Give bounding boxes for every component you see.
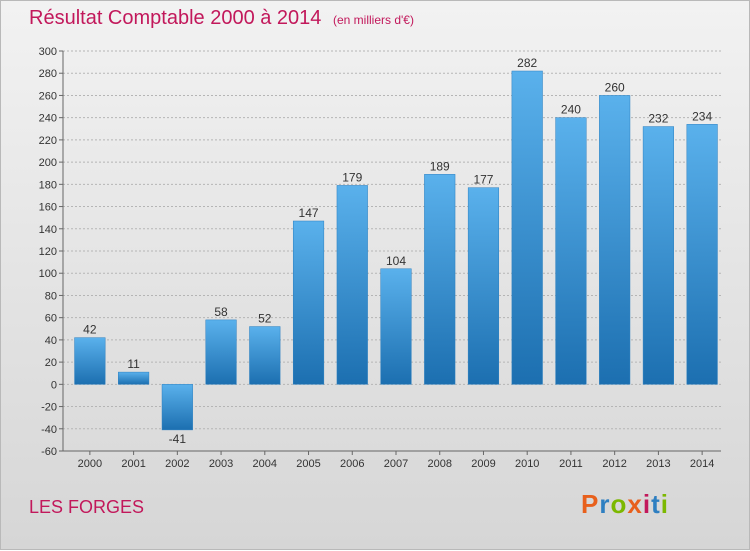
bar-2014 — [686, 124, 718, 385]
bar-2012 — [599, 95, 631, 385]
bar-2004 — [249, 326, 281, 385]
chart-title: Résultat Comptable 2000 à 2014 (en milli… — [29, 7, 414, 30]
x-tick-label-2010: 2010 — [515, 458, 539, 470]
y-tick-label: 100 — [39, 268, 57, 280]
value-label-2014: 234 — [692, 109, 712, 123]
value-label-2005: 147 — [299, 206, 319, 220]
bar-2003 — [205, 319, 237, 385]
y-tick-label: 60 — [45, 313, 57, 325]
y-tick-label: 120 — [39, 246, 57, 258]
y-tick-label: 200 — [39, 157, 57, 169]
x-tick-label-2012: 2012 — [602, 458, 626, 470]
bar-2006 — [336, 185, 368, 385]
bar-2007 — [380, 268, 412, 385]
x-tick-label-2003: 2003 — [209, 458, 233, 470]
value-label-2002: -41 — [169, 432, 187, 446]
value-label-2009: 177 — [473, 173, 493, 187]
bar-2000 — [74, 337, 106, 385]
y-tick-label: 140 — [39, 224, 57, 236]
y-tick-label: 180 — [39, 179, 57, 191]
x-tick-label-2004: 2004 — [253, 458, 277, 470]
logo-letter: t — [651, 489, 661, 519]
y-tick-label: 240 — [39, 113, 57, 125]
bars — [74, 70, 718, 431]
value-label-2001: 11 — [127, 357, 140, 371]
logo-letter: P — [581, 489, 600, 519]
y-tick-label: 80 — [45, 290, 57, 302]
proxiti-logo: Proxiti — [581, 489, 669, 520]
y-tick-label: -60 — [41, 446, 57, 458]
y-tick-label: -40 — [41, 424, 57, 436]
x-tick-label-2000: 2000 — [78, 458, 102, 470]
y-tick-label: 40 — [45, 335, 57, 347]
value-label-2003: 58 — [214, 305, 228, 319]
x-tick-label-2002: 2002 — [165, 458, 189, 470]
logo-letter: o — [610, 489, 628, 519]
x-tick-label-2011: 2011 — [559, 458, 583, 470]
chart-unit: (en milliers d'€) — [332, 13, 414, 27]
value-label-2013: 232 — [648, 112, 668, 126]
bar-2011 — [555, 117, 587, 385]
value-label-2008: 189 — [430, 159, 450, 173]
y-tick-label: 20 — [45, 357, 57, 369]
value-label-2007: 104 — [386, 254, 406, 268]
value-label-2006: 179 — [342, 170, 362, 184]
bar-2001 — [118, 371, 150, 385]
y-tick-label: -20 — [41, 402, 57, 414]
y-tick-label: 300 — [39, 46, 57, 58]
x-tick-label-2007: 2007 — [384, 458, 408, 470]
bar-2002 — [161, 384, 193, 431]
y-tick-label: 0 — [51, 379, 57, 391]
chart-title-text: Résultat Comptable 2000 à 2014 — [29, 7, 322, 29]
value-label-2010: 282 — [517, 56, 537, 70]
commune-name: LES FORGES — [29, 497, 145, 517]
bar-2010 — [511, 70, 543, 385]
logo-letter: x — [627, 489, 643, 519]
bar-2008 — [424, 174, 456, 385]
logo-letter: i — [642, 489, 652, 519]
bar-2013 — [642, 126, 674, 385]
y-tick-label: 220 — [39, 135, 57, 147]
y-tick-label: 280 — [39, 68, 57, 80]
value-label-2000: 42 — [83, 323, 97, 337]
bar-2005 — [292, 220, 325, 385]
x-tick-label-2008: 2008 — [427, 458, 451, 470]
x-tick-label-2005: 2005 — [296, 458, 320, 470]
x-tick-label-2009: 2009 — [471, 458, 495, 470]
x-tick-label-2006: 2006 — [340, 458, 364, 470]
value-label-2011: 240 — [561, 103, 581, 117]
value-label-2004: 52 — [258, 312, 272, 326]
bar-2009 — [467, 187, 500, 385]
x-tick-label-2014: 2014 — [690, 458, 714, 470]
data-labels: 42 11 -41 58 52 147 179 104 189 177 282 240 260 232 23… — [83, 56, 712, 446]
value-label-2012: 260 — [605, 80, 625, 94]
x-tick-label-2013: 2013 — [646, 458, 670, 470]
x-tick-label-2001: 2001 — [121, 458, 145, 470]
axes: -60 -40 -20 0 20 40 60 80 100 120 140 160 180 200 220 2… — [39, 46, 721, 470]
y-tick-label: 260 — [39, 90, 57, 102]
logo-letter: r — [599, 489, 611, 519]
logo-letter: i — [660, 489, 669, 519]
y-tick-label: 160 — [39, 202, 57, 214]
